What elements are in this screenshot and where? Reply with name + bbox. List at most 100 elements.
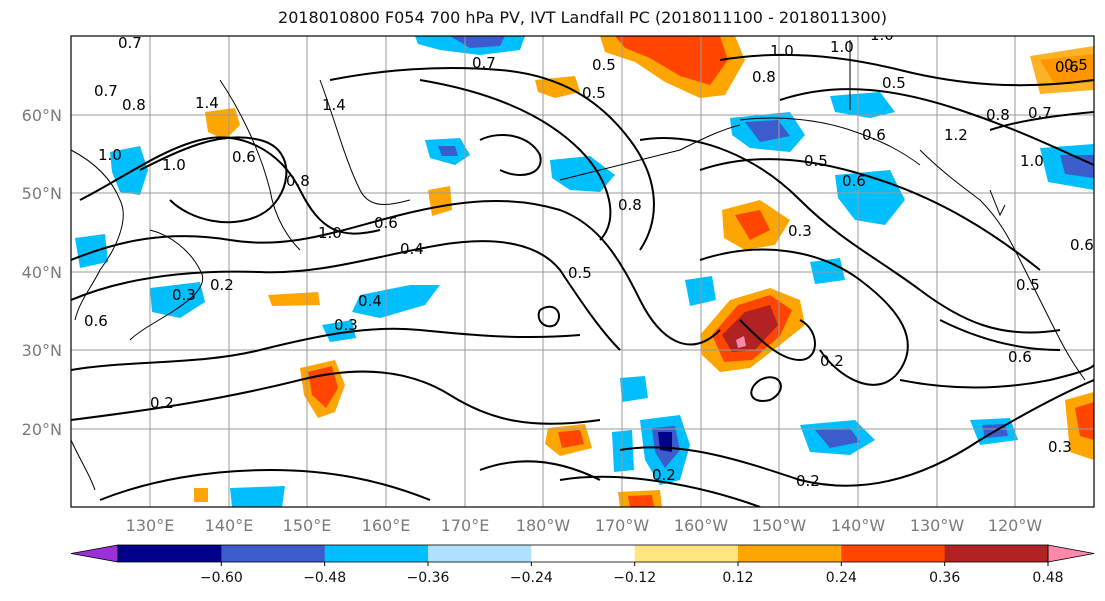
contour-label: 0.8 (122, 96, 146, 114)
shade-patch (558, 430, 584, 448)
contour-label: 0.8 (752, 68, 776, 86)
shade-patch (535, 76, 580, 98)
lat-label: 30°N (22, 341, 62, 360)
colorbar-extend-high (1047, 544, 1095, 563)
contour-label: 0.8 (286, 172, 310, 190)
contour-label: 0.7 (94, 82, 118, 100)
lat-label: 20°N (22, 420, 62, 439)
contour-label: 0.7 (472, 54, 496, 72)
colorbar-tick-label: 0.24 (826, 570, 857, 586)
contour-label: 1.0 (770, 42, 794, 60)
shade-patch (830, 92, 895, 118)
lat-label: 50°N (22, 184, 62, 203)
colorbar-segment (841, 545, 946, 562)
latitude-labels: 60°N 50°N 40°N 30°N 20°N (22, 106, 62, 439)
contour-label: 0.2 (820, 352, 844, 370)
shade-patch (815, 428, 860, 448)
contour-label: 1.4 (195, 94, 219, 112)
contour-label: 0.4 (400, 240, 424, 258)
shade-patch (450, 36, 505, 48)
colorbar-segment (428, 545, 532, 562)
lon-label: 160°E (362, 516, 411, 535)
colorbar-segment (738, 545, 842, 562)
colorbar: −0.60 −0.48 −0.36 −0.24 −0.12 0.12 0.24 0.36 0.4… (70, 544, 1095, 586)
map-frame (70, 35, 1095, 508)
contour-label: 0.6 (232, 148, 256, 166)
longitude-labels: 130°E 140°E 150°E 160°E 170°E 180°W 170°… (126, 516, 1043, 535)
lon-label: 170°W (595, 516, 650, 535)
colorbar-tick-label: −0.12 (613, 570, 656, 586)
colorbar-segment (531, 545, 636, 562)
contour-label: 0.5 (1016, 276, 1040, 294)
shade-patch (620, 376, 648, 402)
shade-patch (612, 430, 634, 472)
contour-label: 1.0 (318, 224, 342, 242)
lon-label: 150°W (752, 516, 807, 535)
contour-label: 0.6 (374, 214, 398, 232)
contour-label: 0.5 (804, 152, 828, 170)
lat-label: 40°N (22, 263, 62, 282)
shade-patch (194, 488, 208, 502)
contour-label: 1.0 (830, 38, 854, 56)
contour-label: 0.5 (1064, 56, 1088, 74)
map-title: 2018010800 F054 700 hPa PV, IVT Landfall… (278, 8, 887, 27)
shade-patch (438, 146, 458, 156)
contour-label: 0.7 (118, 34, 142, 52)
shade-patch (735, 210, 770, 240)
shade-patch (1075, 402, 1094, 440)
colorbar-tick-label: −0.60 (200, 570, 243, 586)
colorbar-segment (634, 545, 739, 562)
shade-patch (352, 285, 440, 318)
lon-label: 160°W (674, 516, 729, 535)
shade-patch (150, 282, 205, 318)
contour-label: 0.2 (210, 276, 234, 294)
pv-contours (71, 53, 1094, 507)
shade-patch (322, 320, 356, 342)
lon-label: 140°E (205, 516, 254, 535)
lon-label: 120°W (988, 516, 1043, 535)
contour-label: 0.4 (358, 292, 382, 310)
contour-label: 0.5 (882, 74, 906, 92)
colorbar-segment (221, 545, 326, 562)
contour-label: 0.6 (1070, 236, 1094, 254)
contour-label: 1.0 (98, 146, 122, 164)
colorbar-tick-label: 0.36 (929, 570, 960, 586)
colorbar-segment (118, 545, 222, 562)
contour-label: 0.5 (592, 56, 616, 74)
lat-label: 60°N (22, 106, 62, 125)
shade-patch (110, 146, 148, 195)
contour-label: 0.3 (172, 286, 196, 304)
shade-patch (835, 170, 905, 225)
contour-label: 0.6 (1055, 58, 1079, 76)
contour-label: 0.2 (652, 466, 676, 484)
shade-patch (736, 336, 746, 348)
colorbar-segment (324, 545, 429, 562)
colorbar-segment (944, 545, 1049, 562)
contour-label: 1.0 (870, 26, 894, 44)
colorbar-outline (117, 544, 1049, 563)
contour-label: 1.0 (1020, 152, 1044, 170)
contour-label: 1.4 (322, 96, 346, 114)
shade-patch (628, 495, 654, 507)
lon-label: 170°E (441, 516, 490, 535)
colorbar-tick-label: −0.36 (407, 570, 450, 586)
contour-label: 0.6 (842, 172, 866, 190)
colorbar-tick-label: −0.24 (510, 570, 553, 586)
shade-patch (230, 486, 285, 507)
colorbar-extend-low (70, 544, 119, 563)
contour-labels: 0.7 0.7 1.0 0.5 0.8 1.0 0.5 0.8 0.7 0.6 … (84, 26, 1094, 490)
colorbar-tick-label: −0.48 (303, 570, 346, 586)
contour-label: 0.3 (788, 222, 812, 240)
contour-label: 0.3 (1048, 438, 1072, 456)
lon-label: 140°W (831, 516, 886, 535)
contour-label: 0.2 (150, 394, 174, 412)
lon-label: 130°W (910, 516, 965, 535)
contour-label: 0.3 (334, 316, 358, 334)
contour-label: 0.8 (618, 196, 642, 214)
colorbar-tick-label: 0.12 (722, 570, 753, 586)
lon-label: 130°E (126, 516, 175, 535)
contour-label: 1.2 (944, 126, 968, 144)
contour-label: 0.8 (986, 106, 1010, 124)
map-plot-area: 0.7 0.7 1.0 0.5 0.8 1.0 0.5 0.8 0.7 0.6 … (71, 26, 1094, 507)
